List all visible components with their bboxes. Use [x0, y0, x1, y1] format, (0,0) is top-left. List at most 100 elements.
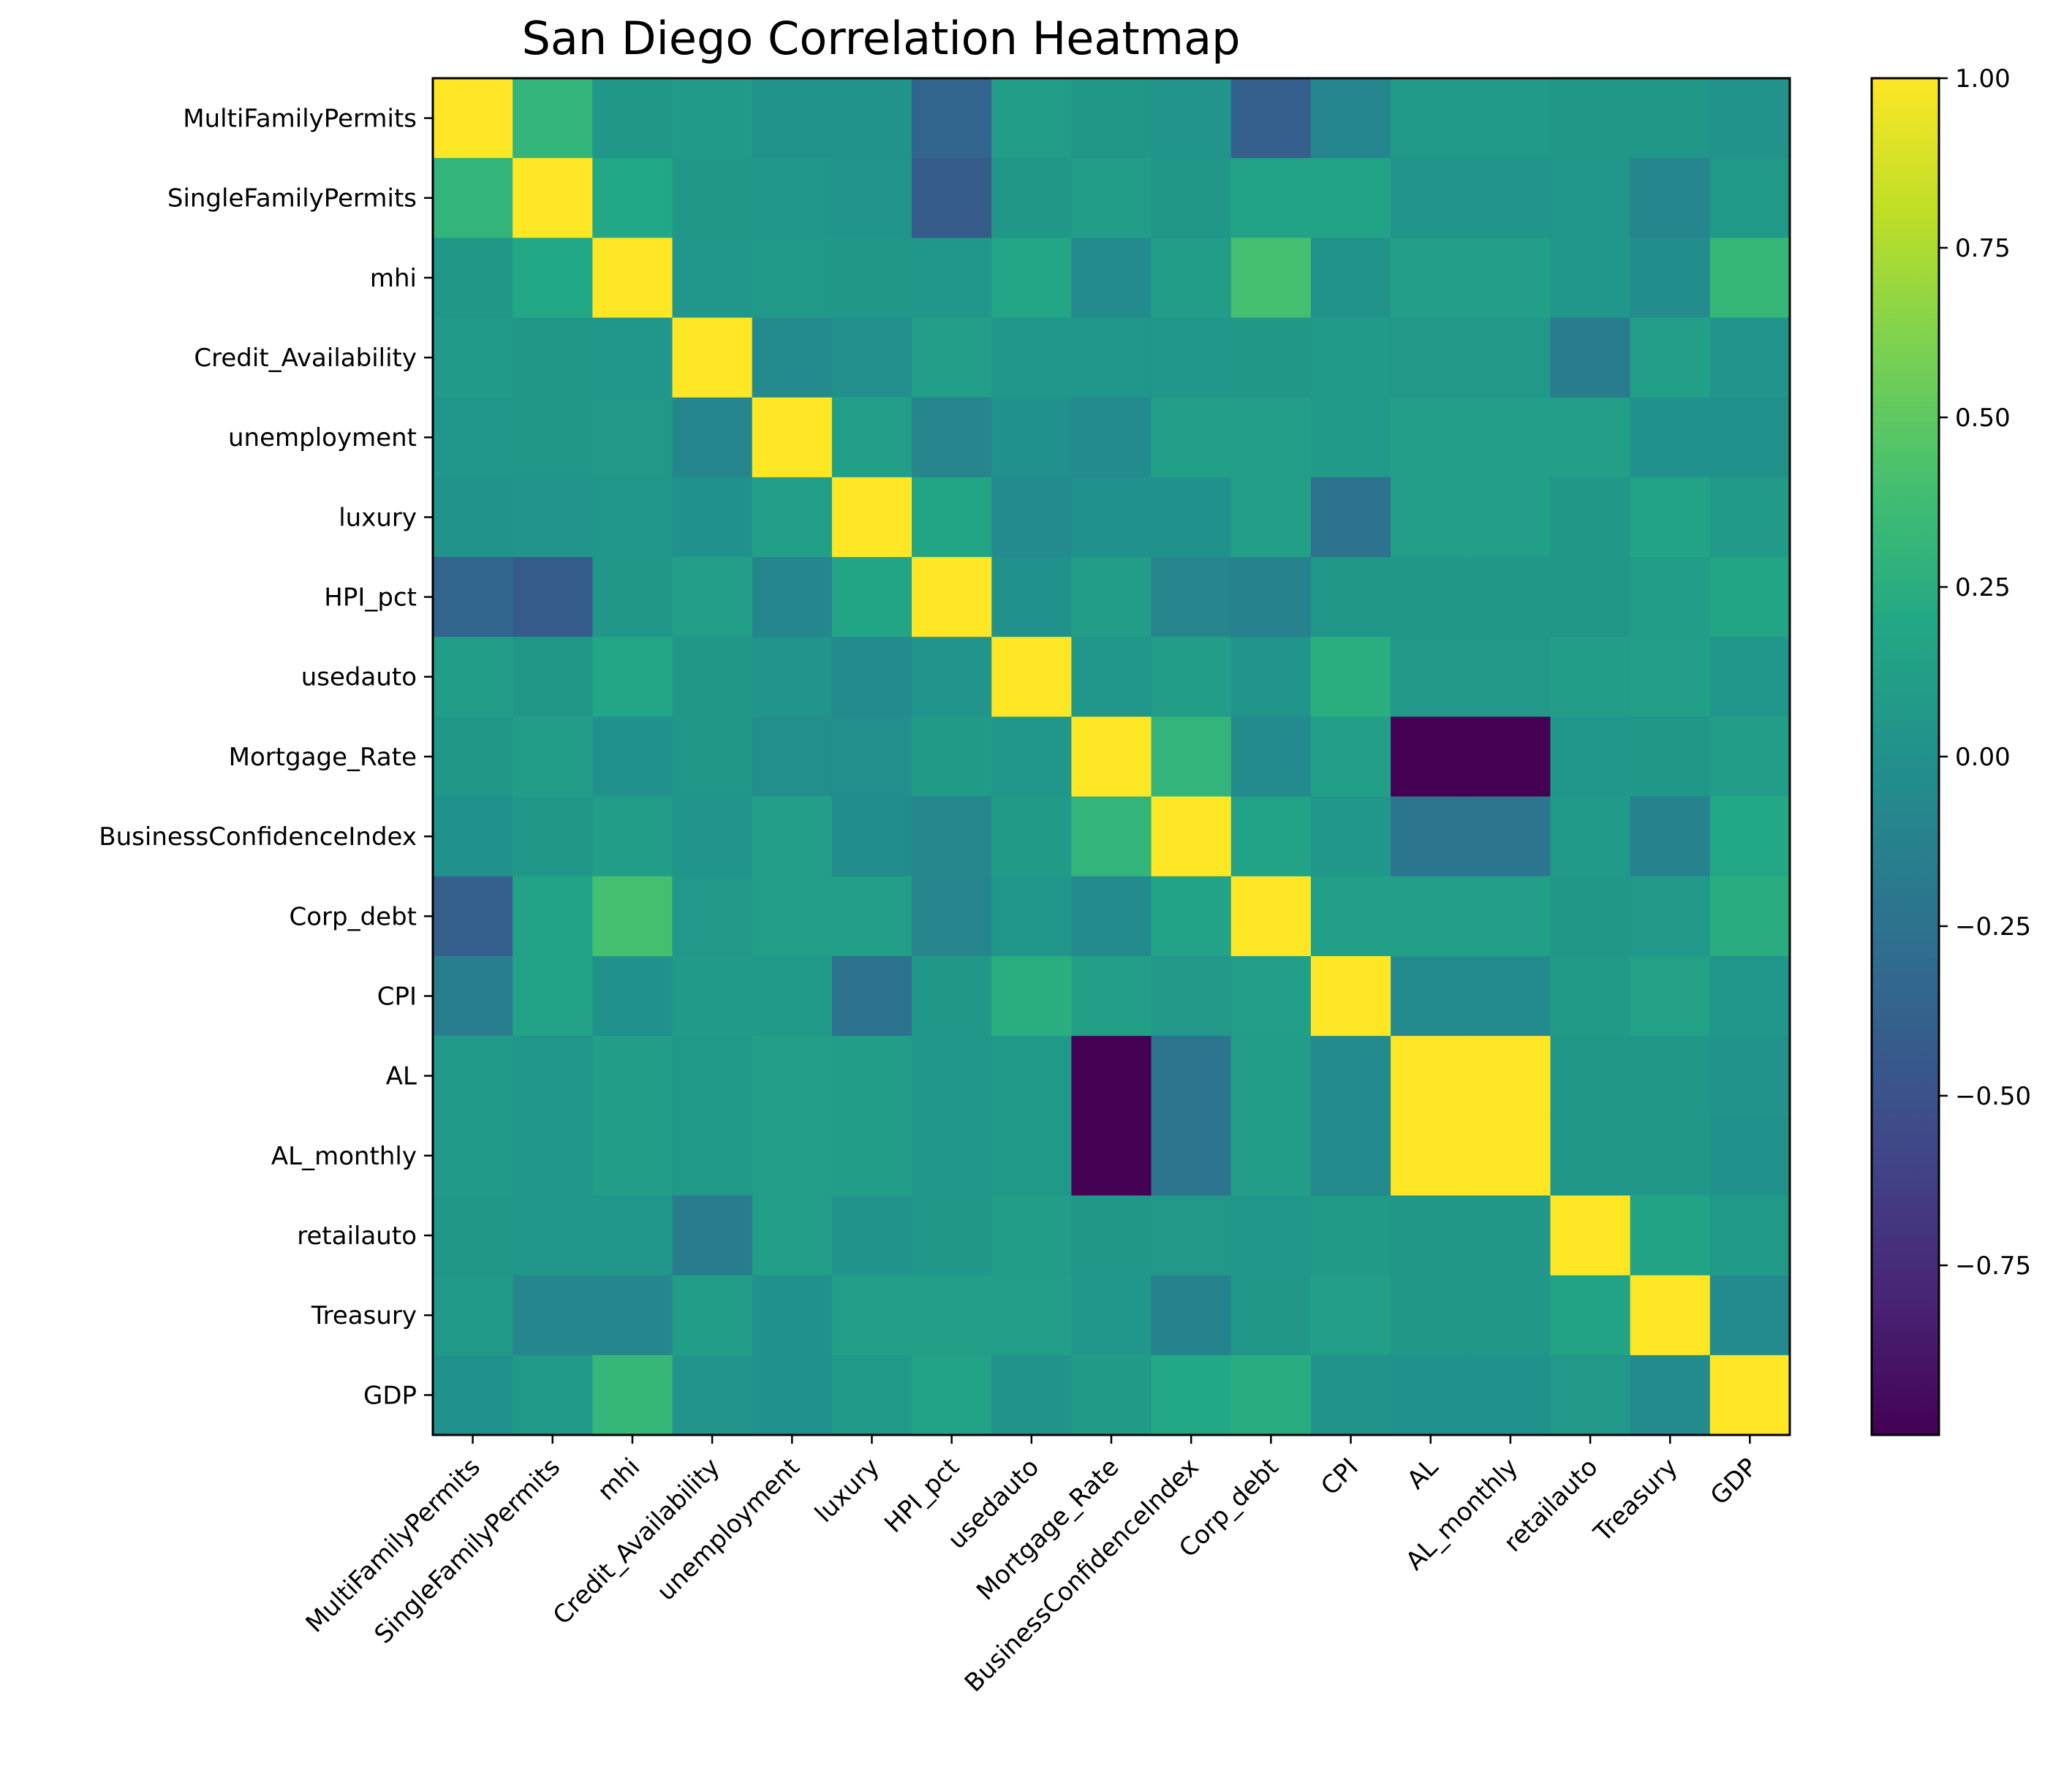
heatmap-cell-12-6 — [912, 1036, 992, 1116]
heatmap-cell-16-5 — [831, 1355, 912, 1436]
heatmap-cell-15-8 — [1071, 1275, 1152, 1356]
heatmap-cell-0-5 — [831, 78, 912, 159]
heatmap-cell-11-2 — [592, 955, 673, 1037]
heatmap-cell-11-16 — [1709, 955, 1791, 1037]
heatmap-cell-1-7 — [991, 158, 1073, 238]
heatmap-cell-8-16 — [1709, 716, 1791, 798]
heatmap-cell-11-14 — [1550, 955, 1631, 1037]
colorbar-tick-label: 1.00 — [1955, 64, 2011, 94]
heatmap-cell-10-9 — [1151, 876, 1232, 957]
heatmap-cell-14-11 — [1310, 1195, 1391, 1276]
heatmap-cell-6-3 — [672, 557, 753, 637]
heatmap-cell-6-16 — [1709, 557, 1791, 637]
heatmap-cell-0-7 — [991, 78, 1073, 159]
heatmap-cell-3-8 — [1071, 317, 1152, 398]
heatmap-cell-0-12 — [1391, 78, 1471, 159]
heatmap-cell-1-9 — [1151, 158, 1232, 238]
heatmap-cell-12-2 — [592, 1036, 673, 1116]
x-tick-label: AL — [1402, 1452, 1444, 1495]
x-tick-label: GDP — [1705, 1452, 1763, 1511]
heatmap-cell-3-6 — [912, 317, 992, 398]
heatmap-cell-0-9 — [1151, 78, 1232, 159]
heatmap-cell-1-1 — [513, 158, 593, 238]
heatmap-cell-11-0 — [433, 955, 513, 1037]
heatmap-cell-14-9 — [1151, 1195, 1232, 1276]
heatmap-cell-3-0 — [433, 317, 513, 398]
heatmap-cell-7-8 — [1071, 637, 1152, 718]
heatmap-cell-10-5 — [831, 876, 912, 957]
heatmap-cell-7-15 — [1630, 637, 1711, 718]
heatmap-cell-15-1 — [513, 1275, 593, 1356]
heatmap-cell-13-9 — [1151, 1115, 1232, 1197]
heatmap-cell-10-15 — [1630, 876, 1711, 957]
colorbar-tick-label: 0.50 — [1955, 404, 2011, 433]
heatmap-cell-11-12 — [1391, 955, 1471, 1037]
heatmap-cell-5-7 — [991, 477, 1073, 558]
heatmap-cell-15-12 — [1391, 1275, 1471, 1356]
heatmap-cell-10-13 — [1470, 876, 1551, 957]
heatmap-cell-2-8 — [1071, 238, 1152, 319]
heatmap-cell-9-14 — [1550, 796, 1631, 877]
heatmap-cell-9-7 — [991, 796, 1073, 877]
heatmap-cell-16-10 — [1230, 1355, 1312, 1436]
heatmap-cell-11-6 — [912, 955, 992, 1037]
heatmap-cell-1-11 — [1310, 158, 1391, 238]
colorbar-tick-label: 0.75 — [1955, 234, 2011, 263]
heatmap-cell-0-2 — [592, 78, 673, 159]
heatmap-cell-1-8 — [1071, 158, 1152, 238]
heatmap-cell-9-1 — [513, 796, 593, 877]
heatmap-cell-13-11 — [1310, 1115, 1391, 1197]
heatmap-cell-13-15 — [1630, 1115, 1711, 1197]
heatmap-cell-0-13 — [1470, 78, 1551, 159]
heatmap-cell-12-0 — [433, 1036, 513, 1116]
heatmap-cell-0-14 — [1550, 78, 1631, 159]
heatmap-cell-10-7 — [991, 876, 1073, 957]
y-tick-label: luxury — [339, 503, 417, 532]
heatmap-cell-8-0 — [433, 716, 513, 798]
colorbar-ticks: 1.00 0.75 0.50 0.25 0.00 −0.25 −0.50 −0.75 — [1939, 64, 2031, 1281]
heatmap-cell-15-9 — [1151, 1275, 1232, 1356]
heatmap-cell-8-6 — [912, 716, 992, 798]
heatmap-cell-16-11 — [1310, 1355, 1391, 1436]
heatmap-cell-5-5 — [831, 477, 912, 558]
y-tick-label: MultiFamilyPermits — [183, 104, 417, 133]
heatmap-cell-10-10 — [1230, 876, 1312, 957]
heatmap-cell-7-2 — [592, 637, 673, 718]
x-tick-label: Mortgage_Rate — [971, 1452, 1124, 1606]
heatmap-cell-16-12 — [1391, 1355, 1471, 1436]
heatmap-cell-9-2 — [592, 796, 673, 877]
y-tick-label: Credit_Availability — [194, 344, 417, 373]
y-tick-label: mhi — [370, 264, 417, 293]
heatmap-cell-3-11 — [1310, 317, 1391, 398]
heatmap-cell-6-1 — [513, 557, 593, 637]
heatmap-cell-12-14 — [1550, 1036, 1631, 1116]
heatmap-cell-12-10 — [1230, 1036, 1312, 1116]
heatmap-cell-8-5 — [831, 716, 912, 798]
y-axis: MultiFamilyPermits SingleFamilyPermits mhi… — [99, 104, 433, 1410]
heatmap-cell-9-12 — [1391, 796, 1471, 877]
heatmap-cell-2-0 — [433, 238, 513, 319]
heatmap-cell-0-0 — [433, 78, 513, 159]
heatmap-cell-5-12 — [1391, 477, 1471, 558]
heatmap-cell-16-15 — [1630, 1355, 1711, 1436]
heatmap-cell-14-1 — [513, 1195, 593, 1276]
heatmap-cell-2-11 — [1310, 238, 1391, 319]
x-tick-label: Treasury — [1588, 1452, 1684, 1548]
heatmap-cell-8-13 — [1470, 716, 1551, 798]
colorbar-tick-label: 0.00 — [1955, 743, 2011, 772]
heatmap-cell-13-12 — [1391, 1115, 1471, 1197]
heatmap-cell-8-12 — [1391, 716, 1471, 798]
y-tick-label: GDP — [363, 1381, 417, 1410]
heatmap-cell-9-9 — [1151, 796, 1232, 877]
y-tick-label: retailauto — [297, 1221, 417, 1251]
heatmap-cell-2-15 — [1630, 238, 1711, 319]
heatmap-cell-13-13 — [1470, 1115, 1551, 1197]
y-tick-label: SingleFamilyPermits — [167, 184, 417, 213]
heatmap-cell-1-5 — [831, 158, 912, 238]
heatmap-cell-8-4 — [752, 716, 833, 798]
heatmap-cell-14-0 — [433, 1195, 513, 1276]
heatmap-cell-2-6 — [912, 238, 992, 319]
colorbar — [1870, 77, 1940, 1436]
heatmap-cell-11-8 — [1071, 955, 1152, 1037]
heatmap-cell-7-0 — [433, 637, 513, 718]
